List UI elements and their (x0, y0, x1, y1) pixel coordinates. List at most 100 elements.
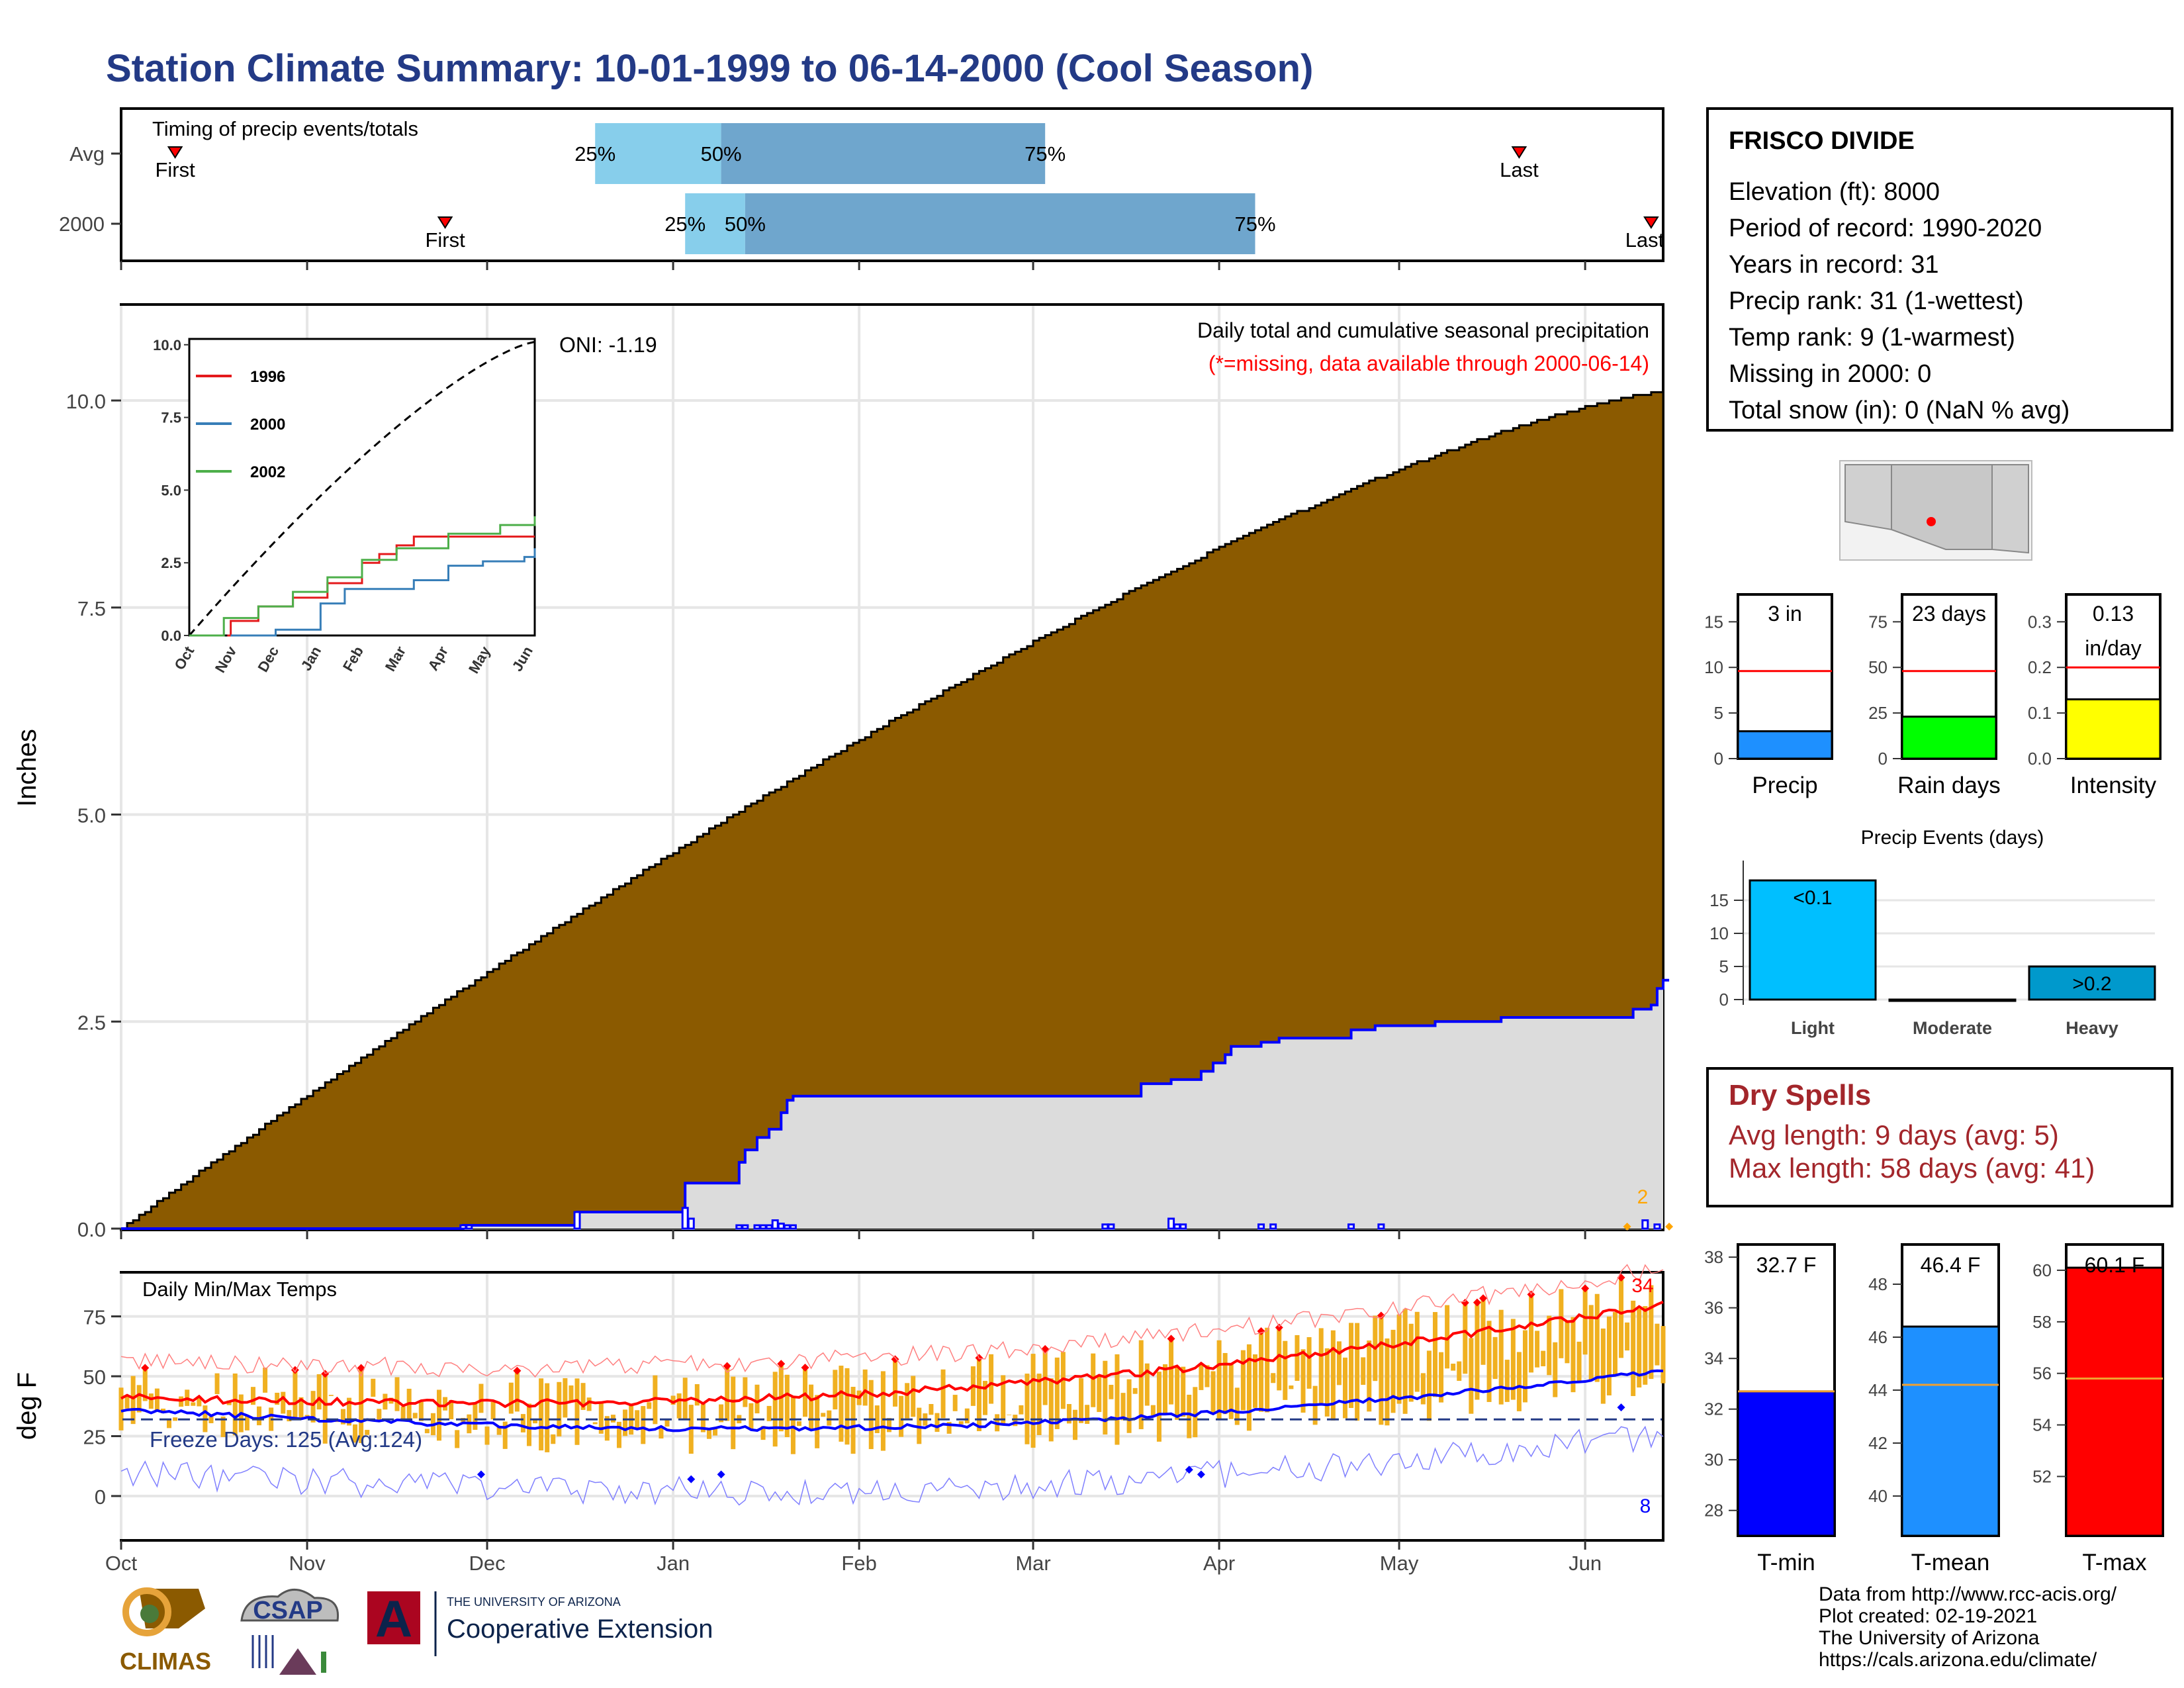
daily-temp-bar (287, 1410, 292, 1422)
daily-temp-bar (1385, 1338, 1390, 1426)
daily-temp-bar (443, 1397, 448, 1411)
daily-temp-bar (1187, 1394, 1192, 1438)
daily-temp-bar (641, 1406, 646, 1444)
inset-y-tick: 10.0 (153, 337, 181, 353)
daily-temp-bar (1138, 1340, 1144, 1430)
daily-temp-bar (1120, 1393, 1126, 1421)
tgauge-tick: 54 (2032, 1415, 2052, 1435)
timing-bar-50-75 (721, 123, 1046, 184)
gauge-tick: 0.3 (2028, 612, 2052, 632)
daily-temp-bar (790, 1396, 796, 1454)
daily-temp-bar (827, 1410, 832, 1426)
month-label: Jan (657, 1552, 690, 1575)
daily-temp-bar (905, 1383, 910, 1419)
daily-temp-bar (1426, 1350, 1432, 1421)
daily-temp-bar (1379, 1317, 1384, 1425)
daily-temp-bar (328, 1395, 334, 1396)
credit-org: The University of Arizona (1819, 1627, 2040, 1649)
tgauge-tick: 42 (1868, 1433, 1888, 1453)
gauge-tick: 50 (1868, 657, 1888, 677)
daily-temp-bar (1480, 1299, 1486, 1365)
daily-temp-bar (1163, 1364, 1168, 1414)
daily-temp-bar (1222, 1352, 1228, 1415)
tgauge-value: 32.7 F (1756, 1253, 1817, 1277)
station-snow: Total snow (in): 0 (NaN % avg) (1729, 397, 2070, 424)
gauge-label: Precip (1752, 773, 1817, 798)
inset-frame (188, 338, 536, 637)
credits: Data from http://www.rcc-acis.org/ Plot … (1819, 1583, 2116, 1671)
timing-p25: 25% (664, 212, 705, 236)
daily-temp-bar (1277, 1329, 1282, 1391)
tgauge-tick: 46 (1868, 1327, 1888, 1347)
gauge-label: Rain days (1897, 773, 2001, 798)
daily-temp-bar (1463, 1304, 1468, 1374)
daily-temp-bar (1300, 1349, 1306, 1413)
daily-temp-bar (1210, 1371, 1216, 1413)
daily-temp-bar (502, 1421, 508, 1449)
daily-temp-bar (911, 1376, 916, 1417)
tgauge-tick: 36 (1704, 1298, 1723, 1318)
gauge-tick: 10 (1704, 657, 1723, 677)
tgauge-tick: 52 (2032, 1466, 2052, 1486)
timing-p75: 75% (1024, 142, 1066, 165)
events-category: Heavy (2066, 1018, 2118, 1038)
daily-temp-bar (353, 1424, 358, 1443)
ua-extension-text: Cooperative Extension (447, 1615, 713, 1644)
daily-temp-bar (545, 1383, 550, 1452)
daily-temp-bar (478, 1383, 484, 1413)
daily-temp-bar (1085, 1405, 1090, 1425)
daily-temp-bar (592, 1422, 598, 1425)
daily-temp-bar (934, 1413, 940, 1432)
daily-precip-bar (765, 1224, 773, 1230)
timing-bar-25-50 (595, 123, 721, 184)
daily-temp-bar (1516, 1352, 1522, 1411)
y-tick-label: 0.0 (77, 1218, 106, 1241)
daily-temp-bar (208, 1416, 214, 1423)
timing-p50: 50% (725, 212, 766, 236)
daily-temp-bar (1079, 1378, 1084, 1423)
tgauge-tick: 56 (2032, 1364, 2052, 1383)
daily-temp-bar (1367, 1340, 1372, 1412)
daily-temp-bar (490, 1401, 496, 1420)
tgauge-tick: 60 (2032, 1260, 2052, 1280)
record-low-marker (1185, 1466, 1193, 1474)
climate-plots: Timing of precip events/totals Avg200025… (13, 107, 1674, 1575)
daily-temp-bar (1181, 1366, 1186, 1417)
daily-temp-bar (670, 1395, 676, 1405)
logos: CLIMAS CSAP A THE UNIVERSITY OF ARIZONA … (120, 1587, 713, 1675)
timing-p25: 25% (574, 142, 615, 165)
daily-temp-bar (1439, 1352, 1444, 1403)
daily-precip-bar (1377, 1223, 1385, 1230)
missing-note: (*=missing, data available through 2000-… (1208, 352, 1649, 375)
daily-temp-bar (880, 1371, 886, 1451)
daily-temp-bar (1588, 1305, 1594, 1380)
record-high-marker (513, 1366, 522, 1375)
daily-temp-bar (1115, 1354, 1120, 1445)
inset-y-tick: 7.5 (161, 410, 181, 426)
daily-temp-bar (1457, 1361, 1462, 1381)
month-label: Oct (105, 1552, 138, 1575)
daily-temp-bar (508, 1382, 514, 1414)
daily-temp-bar (1175, 1366, 1180, 1420)
map-state-east (1991, 464, 2029, 554)
events-bar-light (1749, 879, 1877, 1001)
tgauge-label: T-mean (1911, 1550, 1990, 1575)
tgauge-tick: 58 (2032, 1312, 2052, 1332)
events-bar-moderate (1888, 998, 2017, 1002)
daily-temp-bar (394, 1377, 400, 1411)
temp-y-tick: 0 (95, 1485, 106, 1509)
first-marker (167, 146, 183, 159)
credit-source: Data from http://www.rcc-acis.org/ (1819, 1583, 2117, 1605)
gauge-tick: 0 (1714, 749, 1723, 769)
tgauge-tick: 30 (1704, 1450, 1723, 1470)
daily-temp-bar (833, 1370, 838, 1410)
daily-temp-bar (623, 1409, 628, 1436)
daily-temp-bar (574, 1378, 580, 1445)
daily-temp-bar (1582, 1289, 1588, 1355)
daily-temp-bar (263, 1367, 268, 1393)
gauge-tick: 0.1 (2028, 703, 2052, 723)
cold-count: 8 (1640, 1495, 1651, 1517)
daily-temp-bar (893, 1360, 898, 1407)
daily-temp-bar (1199, 1364, 1204, 1390)
daily-temp-bar (1283, 1340, 1288, 1400)
